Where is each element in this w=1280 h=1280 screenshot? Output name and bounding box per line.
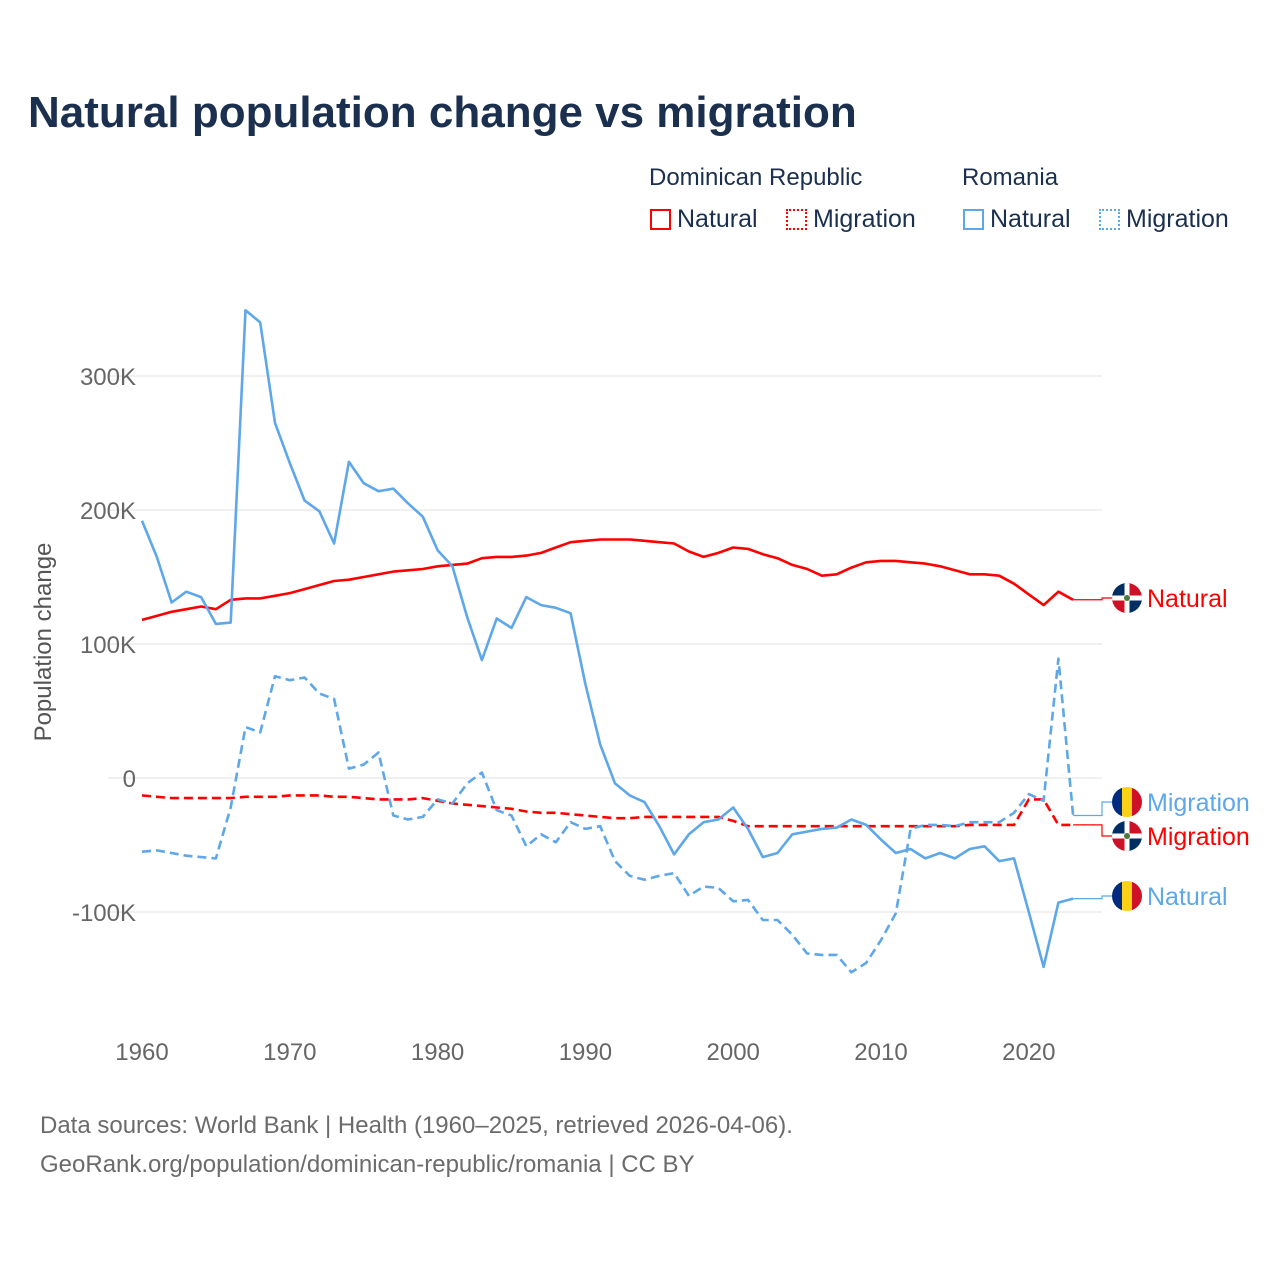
legend-label: Migration [1126,205,1229,233]
series-lines [140,309,1075,974]
series-line-romania-natural [140,309,1074,969]
x-tick-label: 2020 [1002,1039,1055,1066]
y-axis-ticks: -100K 0 100K 200K 300K [72,364,136,927]
legend-swatch-dotted-blue [1099,209,1120,230]
legend-swatch-dotted-red [786,209,807,230]
legend-item-ro-natural[interactable]: Natural [963,205,1071,234]
gridlines [108,375,1102,913]
end-labels: Natural Migration Natural Migration [1073,583,1250,911]
footer-url[interactable]: GeoRank.org/population/dominican-republi… [40,1151,695,1178]
x-axis-ticks: 1960 1970 1980 1990 2000 2010 2020 [115,1039,1055,1066]
series-line-romania-migration [141,657,1075,974]
end-label: Migration [1147,789,1250,817]
footer-source: Data sources: World Bank | Health (1960–… [40,1112,793,1139]
y-axis-label: Population change [30,543,57,742]
y-tick-label: 100K [80,632,136,659]
label-connector [1073,597,1112,601]
legend-swatch-solid-blue [963,209,984,230]
x-tick-label: 2000 [707,1039,760,1066]
label-connector [1073,801,1112,817]
romania-flag-icon [1112,881,1142,911]
end-label: Natural [1147,883,1228,911]
legend-group-romania: Romania [962,164,1059,191]
romania-flag-icon [1112,787,1142,817]
end-label: Natural [1147,585,1228,613]
x-tick-label: 2010 [854,1039,907,1066]
legend-label: Migration [813,205,916,233]
label-connector [1073,824,1112,837]
legend-label: Natural [677,205,758,233]
legend-group-dominican-republic: Dominican Republic [649,164,863,191]
x-tick-label: 1960 [115,1039,168,1066]
label-connector [1073,895,1112,900]
end-label: Migration [1147,823,1250,851]
x-tick-label: 1970 [263,1039,316,1066]
x-tick-label: 1990 [559,1039,612,1066]
legend-item-dr-natural[interactable]: Natural [650,205,758,234]
series-line-dominican-republic-migration [141,794,1074,828]
y-tick-label: 200K [80,498,136,525]
legend-label: Natural [990,205,1071,233]
y-tick-label: 300K [80,364,136,391]
legend-item-ro-migration[interactable]: Migration [1099,205,1229,234]
y-tick-label: -100K [72,900,136,927]
dominican-republic-flag-icon [1112,821,1142,851]
legend-swatch-solid-red [650,209,671,230]
chart-title: Natural population change vs migration [28,88,857,137]
y-tick-label: 0 [123,766,136,793]
x-tick-label: 1980 [411,1039,464,1066]
dominican-republic-flag-icon [1112,583,1142,613]
legend-item-dr-migration[interactable]: Migration [786,205,916,234]
series-line-dominican-republic-natural [141,538,1074,622]
footer: Data sources: World Bank | Health (1960–… [40,1106,793,1184]
